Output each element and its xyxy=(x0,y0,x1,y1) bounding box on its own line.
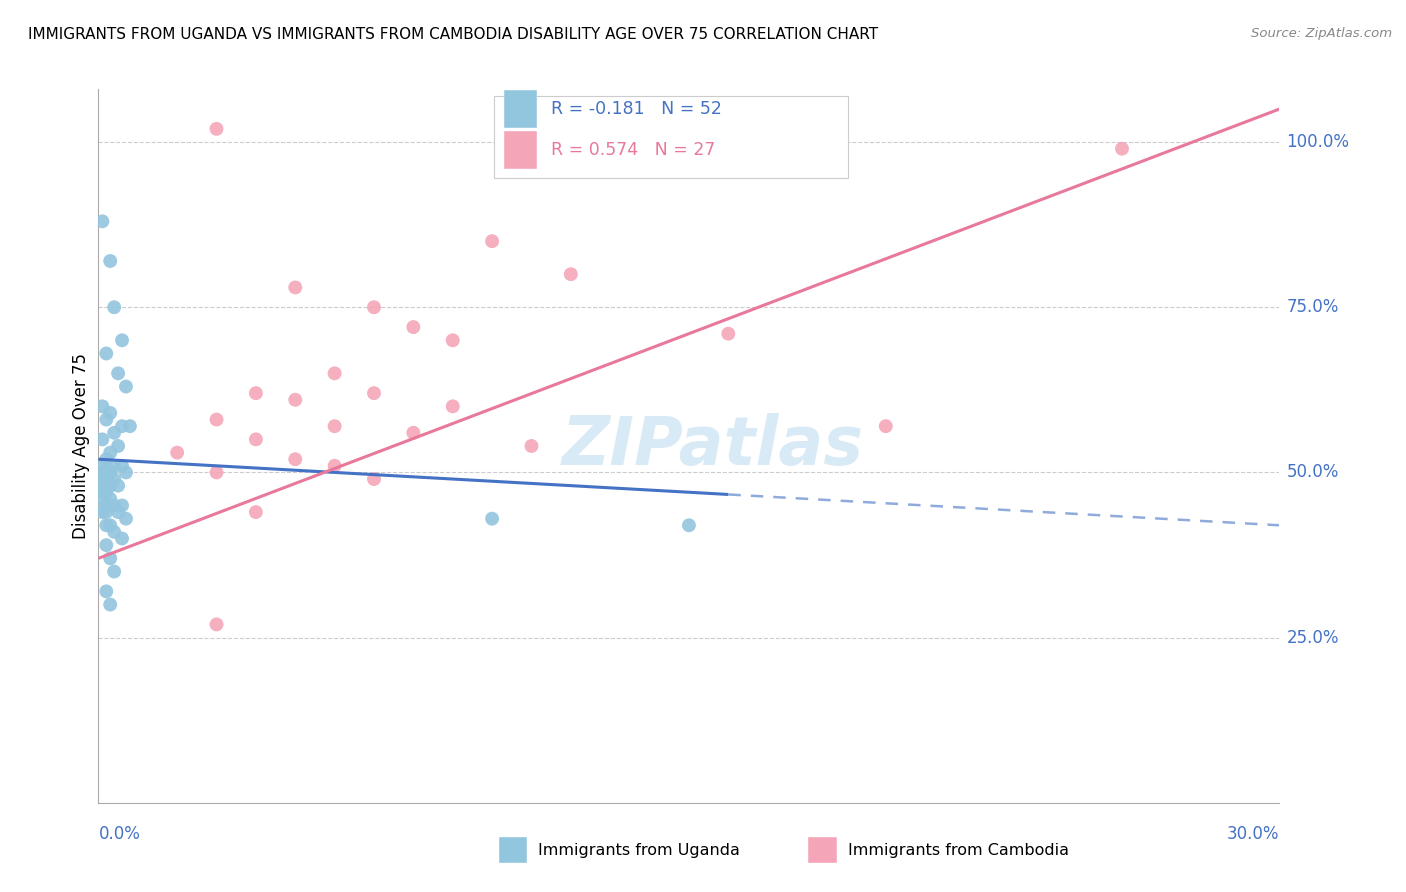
Point xyxy=(107,439,129,453)
Point xyxy=(91,485,114,500)
Point xyxy=(96,499,118,513)
Point xyxy=(1111,142,1133,156)
Point xyxy=(91,400,114,414)
Point xyxy=(98,551,121,566)
Point xyxy=(96,538,118,552)
FancyBboxPatch shape xyxy=(494,96,848,178)
Point xyxy=(111,333,134,347)
Point xyxy=(96,472,118,486)
Text: 100.0%: 100.0% xyxy=(1286,133,1350,151)
Point xyxy=(323,367,346,381)
Point xyxy=(481,234,503,248)
Text: 30.0%: 30.0% xyxy=(1227,825,1279,843)
Text: 75.0%: 75.0% xyxy=(1286,298,1339,317)
Point xyxy=(91,472,114,486)
Point xyxy=(91,478,114,492)
Point xyxy=(91,458,114,473)
Point xyxy=(91,491,114,506)
Point xyxy=(98,478,121,492)
Point xyxy=(98,466,121,480)
Point xyxy=(98,406,121,420)
Point xyxy=(402,320,425,334)
Point xyxy=(103,300,125,314)
Point xyxy=(107,505,129,519)
Text: R = -0.181   N = 52: R = -0.181 N = 52 xyxy=(551,100,721,118)
Point xyxy=(103,499,125,513)
Text: 50.0%: 50.0% xyxy=(1286,464,1339,482)
Point xyxy=(284,280,307,294)
Text: Immigrants from Uganda: Immigrants from Uganda xyxy=(538,843,741,857)
Point xyxy=(96,518,118,533)
Point xyxy=(875,419,897,434)
Point xyxy=(481,511,503,525)
Point xyxy=(96,505,118,519)
Point xyxy=(91,214,114,228)
Point xyxy=(205,412,228,426)
Point xyxy=(245,386,267,401)
Point xyxy=(103,425,125,440)
Point xyxy=(441,400,464,414)
Text: 0.0%: 0.0% xyxy=(98,825,141,843)
Point xyxy=(91,433,114,447)
Point xyxy=(96,452,118,467)
Point xyxy=(245,433,267,447)
Point xyxy=(363,472,385,486)
Point xyxy=(323,419,346,434)
Text: 25.0%: 25.0% xyxy=(1286,629,1339,647)
Point xyxy=(107,478,129,492)
Point xyxy=(98,445,121,459)
Point xyxy=(441,333,464,347)
Point xyxy=(205,121,228,136)
Point xyxy=(98,491,121,506)
Point xyxy=(111,458,134,473)
Point xyxy=(103,565,125,579)
Text: Immigrants from Cambodia: Immigrants from Cambodia xyxy=(848,843,1069,857)
Point xyxy=(98,254,121,268)
Point xyxy=(107,367,129,381)
Point xyxy=(115,466,138,480)
Text: IMMIGRANTS FROM UGANDA VS IMMIGRANTS FROM CAMBODIA DISABILITY AGE OVER 75 CORREL: IMMIGRANTS FROM UGANDA VS IMMIGRANTS FRO… xyxy=(28,27,879,42)
Point xyxy=(363,300,385,314)
Point xyxy=(402,425,425,440)
Text: Source: ZipAtlas.com: Source: ZipAtlas.com xyxy=(1251,27,1392,40)
Point xyxy=(115,511,138,525)
Point xyxy=(284,452,307,467)
Point xyxy=(166,445,188,459)
Point xyxy=(678,518,700,533)
Point xyxy=(284,392,307,407)
Point xyxy=(96,584,118,599)
Point xyxy=(103,458,125,473)
Point xyxy=(520,439,543,453)
Text: ZIPatlas: ZIPatlas xyxy=(561,413,863,479)
Point xyxy=(205,466,228,480)
Point xyxy=(363,386,385,401)
Point xyxy=(103,472,125,486)
Point xyxy=(96,485,118,500)
Point xyxy=(96,466,118,480)
Point xyxy=(717,326,740,341)
Y-axis label: Disability Age Over 75: Disability Age Over 75 xyxy=(72,353,90,539)
Point xyxy=(205,617,228,632)
Point xyxy=(111,499,134,513)
Point xyxy=(111,419,134,434)
Point xyxy=(560,267,582,281)
Point xyxy=(96,346,118,360)
Point xyxy=(91,466,114,480)
Point xyxy=(245,505,267,519)
Point xyxy=(98,518,121,533)
Text: R = 0.574   N = 27: R = 0.574 N = 27 xyxy=(551,141,716,159)
Bar xyxy=(503,90,537,128)
Point xyxy=(118,419,141,434)
Point xyxy=(115,379,138,393)
Point xyxy=(111,532,134,546)
Point xyxy=(323,458,346,473)
Point xyxy=(96,412,118,426)
Bar xyxy=(503,131,537,169)
Point xyxy=(98,598,121,612)
Point xyxy=(91,505,114,519)
Point xyxy=(103,524,125,539)
